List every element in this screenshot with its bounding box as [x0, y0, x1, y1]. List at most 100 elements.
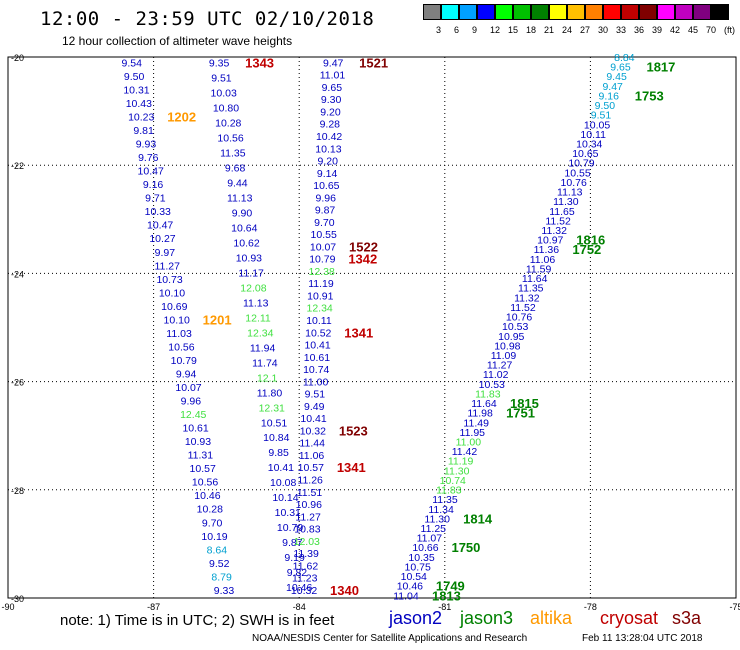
wave-height-label: 11.31 — [188, 450, 214, 462]
wave-height-label: 10.96 — [296, 499, 322, 511]
wave-height-label: 11.35 — [220, 147, 246, 159]
pass-time-label: 1202 — [167, 110, 196, 125]
y-tick-label: -20 — [11, 53, 24, 63]
wave-height-label: 11.34 — [428, 504, 454, 516]
wave-height-label: 9.51 — [591, 110, 612, 122]
x-tick-label: -87 — [147, 602, 160, 612]
wave-height-label: 9.16 — [143, 179, 164, 191]
wave-height-label: 10.75 — [405, 561, 431, 573]
wave-height-label: 11.06 — [299, 450, 325, 462]
wave-height-label: 11.98 — [467, 408, 493, 420]
pass-time-label: 1751 — [506, 406, 535, 421]
wave-height-label: 10.42 — [316, 131, 342, 143]
pass-time-label: 1341 — [344, 325, 373, 340]
wave-height-label: 11.27 — [154, 260, 180, 272]
wave-height-label: 10.47 — [138, 166, 164, 178]
wave-height-label: 12.34 — [306, 303, 332, 315]
wave-height-label: 11.35 — [518, 283, 544, 295]
pass-time-label: 1750 — [451, 540, 480, 555]
satellite-legend-cryosat: cryosat — [600, 608, 659, 628]
wave-height-label: 10.84 — [263, 432, 289, 444]
wave-height-label: 10.35 — [408, 552, 434, 564]
wave-height-label: 11.13 — [227, 192, 253, 204]
color-swatch — [495, 4, 513, 20]
wave-height-label: 9.52 — [209, 558, 230, 570]
credit-right: Feb 11 13:28:04 UTC 2018 — [582, 633, 703, 644]
chart-title: 12:00 - 23:59 UTC 02/10/2018 — [40, 8, 375, 30]
wave-height-label: 10.55 — [311, 229, 337, 241]
wave-height-label: 9.19 — [284, 552, 305, 564]
wave-height-label: 10.11 — [306, 315, 332, 327]
color-swatch — [675, 4, 693, 20]
wave-height-label: 9.47 — [602, 81, 623, 93]
wave-height-label: 9.50 — [124, 71, 145, 83]
wave-height-label: 9.45 — [606, 71, 627, 83]
wave-height-label: 11.13 — [243, 297, 269, 309]
pass-time-label: 1522 — [349, 239, 378, 254]
wave-height-label: 10.56 — [217, 132, 243, 144]
color-scale-label: 36 — [634, 25, 645, 35]
pass-time-label: 1814 — [463, 511, 493, 526]
color-swatch — [603, 4, 621, 20]
wave-height-label: 10.93 — [236, 252, 262, 264]
wave-height-label: 9.47 — [323, 57, 344, 69]
wave-height-label: 10.32 — [291, 585, 317, 597]
color-scale-label: 9 — [472, 25, 478, 35]
wave-height-label: 10.10 — [159, 287, 185, 299]
wave-height-label: 11.04 — [393, 590, 419, 602]
wave-height-label: 11.02 — [483, 369, 509, 381]
wave-height-label: 10.97 — [537, 235, 563, 247]
wave-height-label: 11.32 — [514, 292, 540, 304]
wave-height-label: 9.81 — [133, 125, 154, 137]
wave-height-label: 10.19 — [201, 531, 227, 543]
wave-height-label: 9.54 — [122, 57, 143, 69]
wave-height-label: 12.1 — [257, 372, 278, 384]
wave-height-label: 11.03 — [166, 328, 192, 340]
wave-height-label: 10.07 — [175, 382, 201, 394]
credit-left: NOAA/NESDIS Center for Satellite Applica… — [252, 633, 528, 644]
y-tick-label: -24 — [11, 269, 24, 279]
wave-height-label: 12.31 — [259, 402, 285, 414]
pass-time-label: 1523 — [339, 423, 368, 438]
pass-time-label: 1752 — [572, 242, 601, 257]
wave-height-label: 10.41 — [300, 413, 326, 425]
y-tick-label: -22 — [11, 161, 24, 171]
wave-height-label: 9.28 — [320, 119, 341, 131]
wave-height-label: 11.19 — [448, 456, 474, 468]
wave-height-label: 9.76 — [138, 152, 159, 164]
wave-height-label: 10.73 — [156, 274, 182, 286]
footer-note: note: 1) Time is in UTC; 2) SWH is in fe… — [60, 612, 335, 629]
wave-height-label: 11.64 — [522, 273, 548, 285]
wave-height-label: 11.42 — [452, 446, 478, 458]
wave-height-label: 10.13 — [315, 143, 341, 155]
wave-height-label: 10.33 — [145, 206, 171, 218]
wave-height-label: 8.79 — [211, 571, 232, 583]
wave-height-label: 10.79 — [277, 522, 303, 534]
pass-time-label: 1749 — [436, 579, 465, 594]
pass-time-label: 1521 — [359, 55, 388, 70]
wave-height-label: 10.69 — [161, 301, 187, 313]
wave-height-label: 10.14 — [272, 492, 298, 504]
wave-height-label: 10.53 — [502, 321, 528, 333]
wave-height-label: 10.46 — [194, 490, 220, 502]
wave-height-label: 9.85 — [268, 447, 289, 459]
color-swatch — [531, 4, 549, 20]
color-swatch — [657, 4, 675, 20]
color-swatch — [549, 4, 567, 20]
wave-height-label: 9.51 — [211, 72, 232, 84]
color-scale-label: 70 — [706, 25, 717, 35]
color-swatch — [585, 4, 603, 20]
pass-time-label: 1340 — [330, 583, 359, 598]
wave-height-label: 10.64 — [231, 222, 257, 234]
color-swatch — [621, 4, 639, 20]
color-scale-label: 18 — [526, 25, 537, 35]
color-swatch — [459, 4, 477, 20]
wave-height-label: 10.74 — [440, 475, 466, 487]
wave-height-label: 12.45 — [180, 409, 206, 421]
wave-height-label: 10.28 — [215, 117, 241, 129]
color-scale-label: 33 — [616, 25, 627, 35]
wave-height-label: 11.19 — [308, 278, 334, 290]
wave-height-label: 11.07 — [417, 533, 443, 545]
wave-height-label: 10.07 — [310, 241, 336, 253]
color-swatch — [513, 4, 531, 20]
